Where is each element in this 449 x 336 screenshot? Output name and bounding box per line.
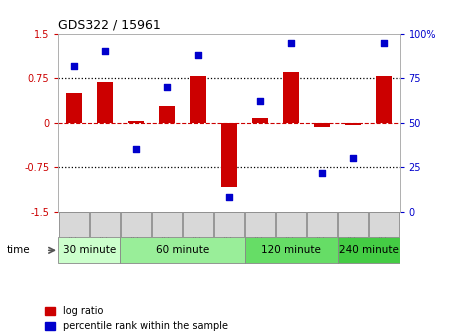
Text: 120 minute: 120 minute bbox=[261, 245, 321, 255]
Bar bbox=[314, 123, 330, 127]
Bar bbox=[128, 121, 144, 123]
Point bbox=[287, 40, 295, 45]
Point bbox=[349, 156, 357, 161]
FancyBboxPatch shape bbox=[307, 212, 337, 237]
Bar bbox=[66, 93, 82, 123]
Point bbox=[70, 63, 78, 68]
Bar bbox=[376, 76, 392, 123]
Bar bbox=[345, 123, 361, 125]
Bar bbox=[97, 82, 113, 123]
FancyBboxPatch shape bbox=[90, 212, 120, 237]
FancyBboxPatch shape bbox=[276, 212, 306, 237]
FancyBboxPatch shape bbox=[338, 212, 368, 237]
Bar bbox=[283, 72, 299, 123]
FancyBboxPatch shape bbox=[338, 237, 400, 263]
FancyBboxPatch shape bbox=[121, 212, 151, 237]
Point bbox=[101, 49, 109, 54]
Text: 60 minute: 60 minute bbox=[156, 245, 209, 255]
Point bbox=[256, 98, 264, 104]
Point bbox=[132, 146, 140, 152]
FancyBboxPatch shape bbox=[245, 237, 338, 263]
FancyBboxPatch shape bbox=[214, 212, 244, 237]
FancyBboxPatch shape bbox=[183, 212, 213, 237]
Legend: log ratio, percentile rank within the sample: log ratio, percentile rank within the sa… bbox=[45, 306, 228, 331]
Bar bbox=[252, 118, 268, 123]
FancyBboxPatch shape bbox=[245, 212, 275, 237]
FancyBboxPatch shape bbox=[152, 212, 182, 237]
Text: GDS322 / 15961: GDS322 / 15961 bbox=[58, 18, 161, 31]
FancyBboxPatch shape bbox=[120, 237, 245, 263]
Point bbox=[163, 84, 171, 90]
Text: time: time bbox=[7, 245, 31, 255]
Text: 30 minute: 30 minute bbox=[63, 245, 116, 255]
Bar bbox=[221, 123, 237, 187]
Bar bbox=[190, 76, 206, 123]
Point bbox=[194, 52, 202, 58]
Text: 240 minute: 240 minute bbox=[339, 245, 399, 255]
Bar bbox=[159, 106, 175, 123]
Point bbox=[380, 40, 387, 45]
FancyBboxPatch shape bbox=[58, 237, 120, 263]
FancyBboxPatch shape bbox=[59, 212, 89, 237]
Point bbox=[318, 170, 326, 175]
Point bbox=[225, 195, 233, 200]
FancyBboxPatch shape bbox=[369, 212, 399, 237]
